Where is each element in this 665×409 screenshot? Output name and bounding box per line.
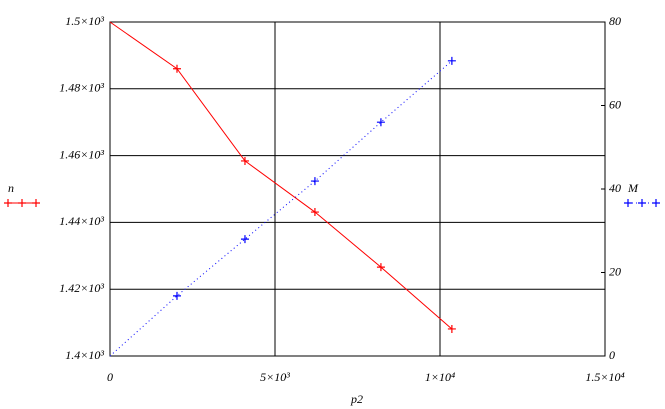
y-tick-label: 1.4×10³ <box>65 348 104 362</box>
y-tick-label: 1.44×10³ <box>59 214 104 228</box>
point <box>172 291 181 300</box>
y2-tick-label: 60 <box>609 97 621 111</box>
series-line <box>109 60 453 357</box>
y2-tick-label: 20 <box>609 264 621 278</box>
y-tick-label: 1.46×10³ <box>59 147 104 161</box>
x-tick-label: 0 <box>107 370 113 384</box>
plot-frame <box>109 21 606 357</box>
point <box>376 118 385 127</box>
point <box>172 64 181 73</box>
point <box>240 235 249 244</box>
point <box>376 263 385 272</box>
x-tick-label: 5×10³ <box>260 370 290 384</box>
x-axis-label: p2 <box>350 392 363 406</box>
point <box>240 156 249 165</box>
legend-marker <box>18 199 26 207</box>
point <box>310 208 319 217</box>
point <box>310 177 319 186</box>
y2-tick-label: 0 <box>609 348 615 362</box>
legend-marker <box>624 199 632 207</box>
legend-marker <box>32 199 40 207</box>
legend-label: n <box>8 181 14 195</box>
series-line <box>109 21 453 330</box>
legend-label: M <box>627 181 639 195</box>
point <box>447 324 456 333</box>
x-tick-label: 1×10⁴ <box>425 370 455 384</box>
legend-marker <box>4 199 12 207</box>
y2-tick-label: 40 <box>609 181 621 195</box>
y-tick-label: 1.42×10³ <box>59 281 104 295</box>
legend-marker <box>652 199 660 207</box>
legend-marker <box>638 199 646 207</box>
point <box>447 56 456 65</box>
x-tick-label: 1.5×10⁴ <box>585 370 624 384</box>
y2-tick-label: 80 <box>609 14 621 28</box>
y-tick-label: 1.5×10³ <box>65 14 104 28</box>
y-tick-label: 1.48×10³ <box>59 81 104 95</box>
